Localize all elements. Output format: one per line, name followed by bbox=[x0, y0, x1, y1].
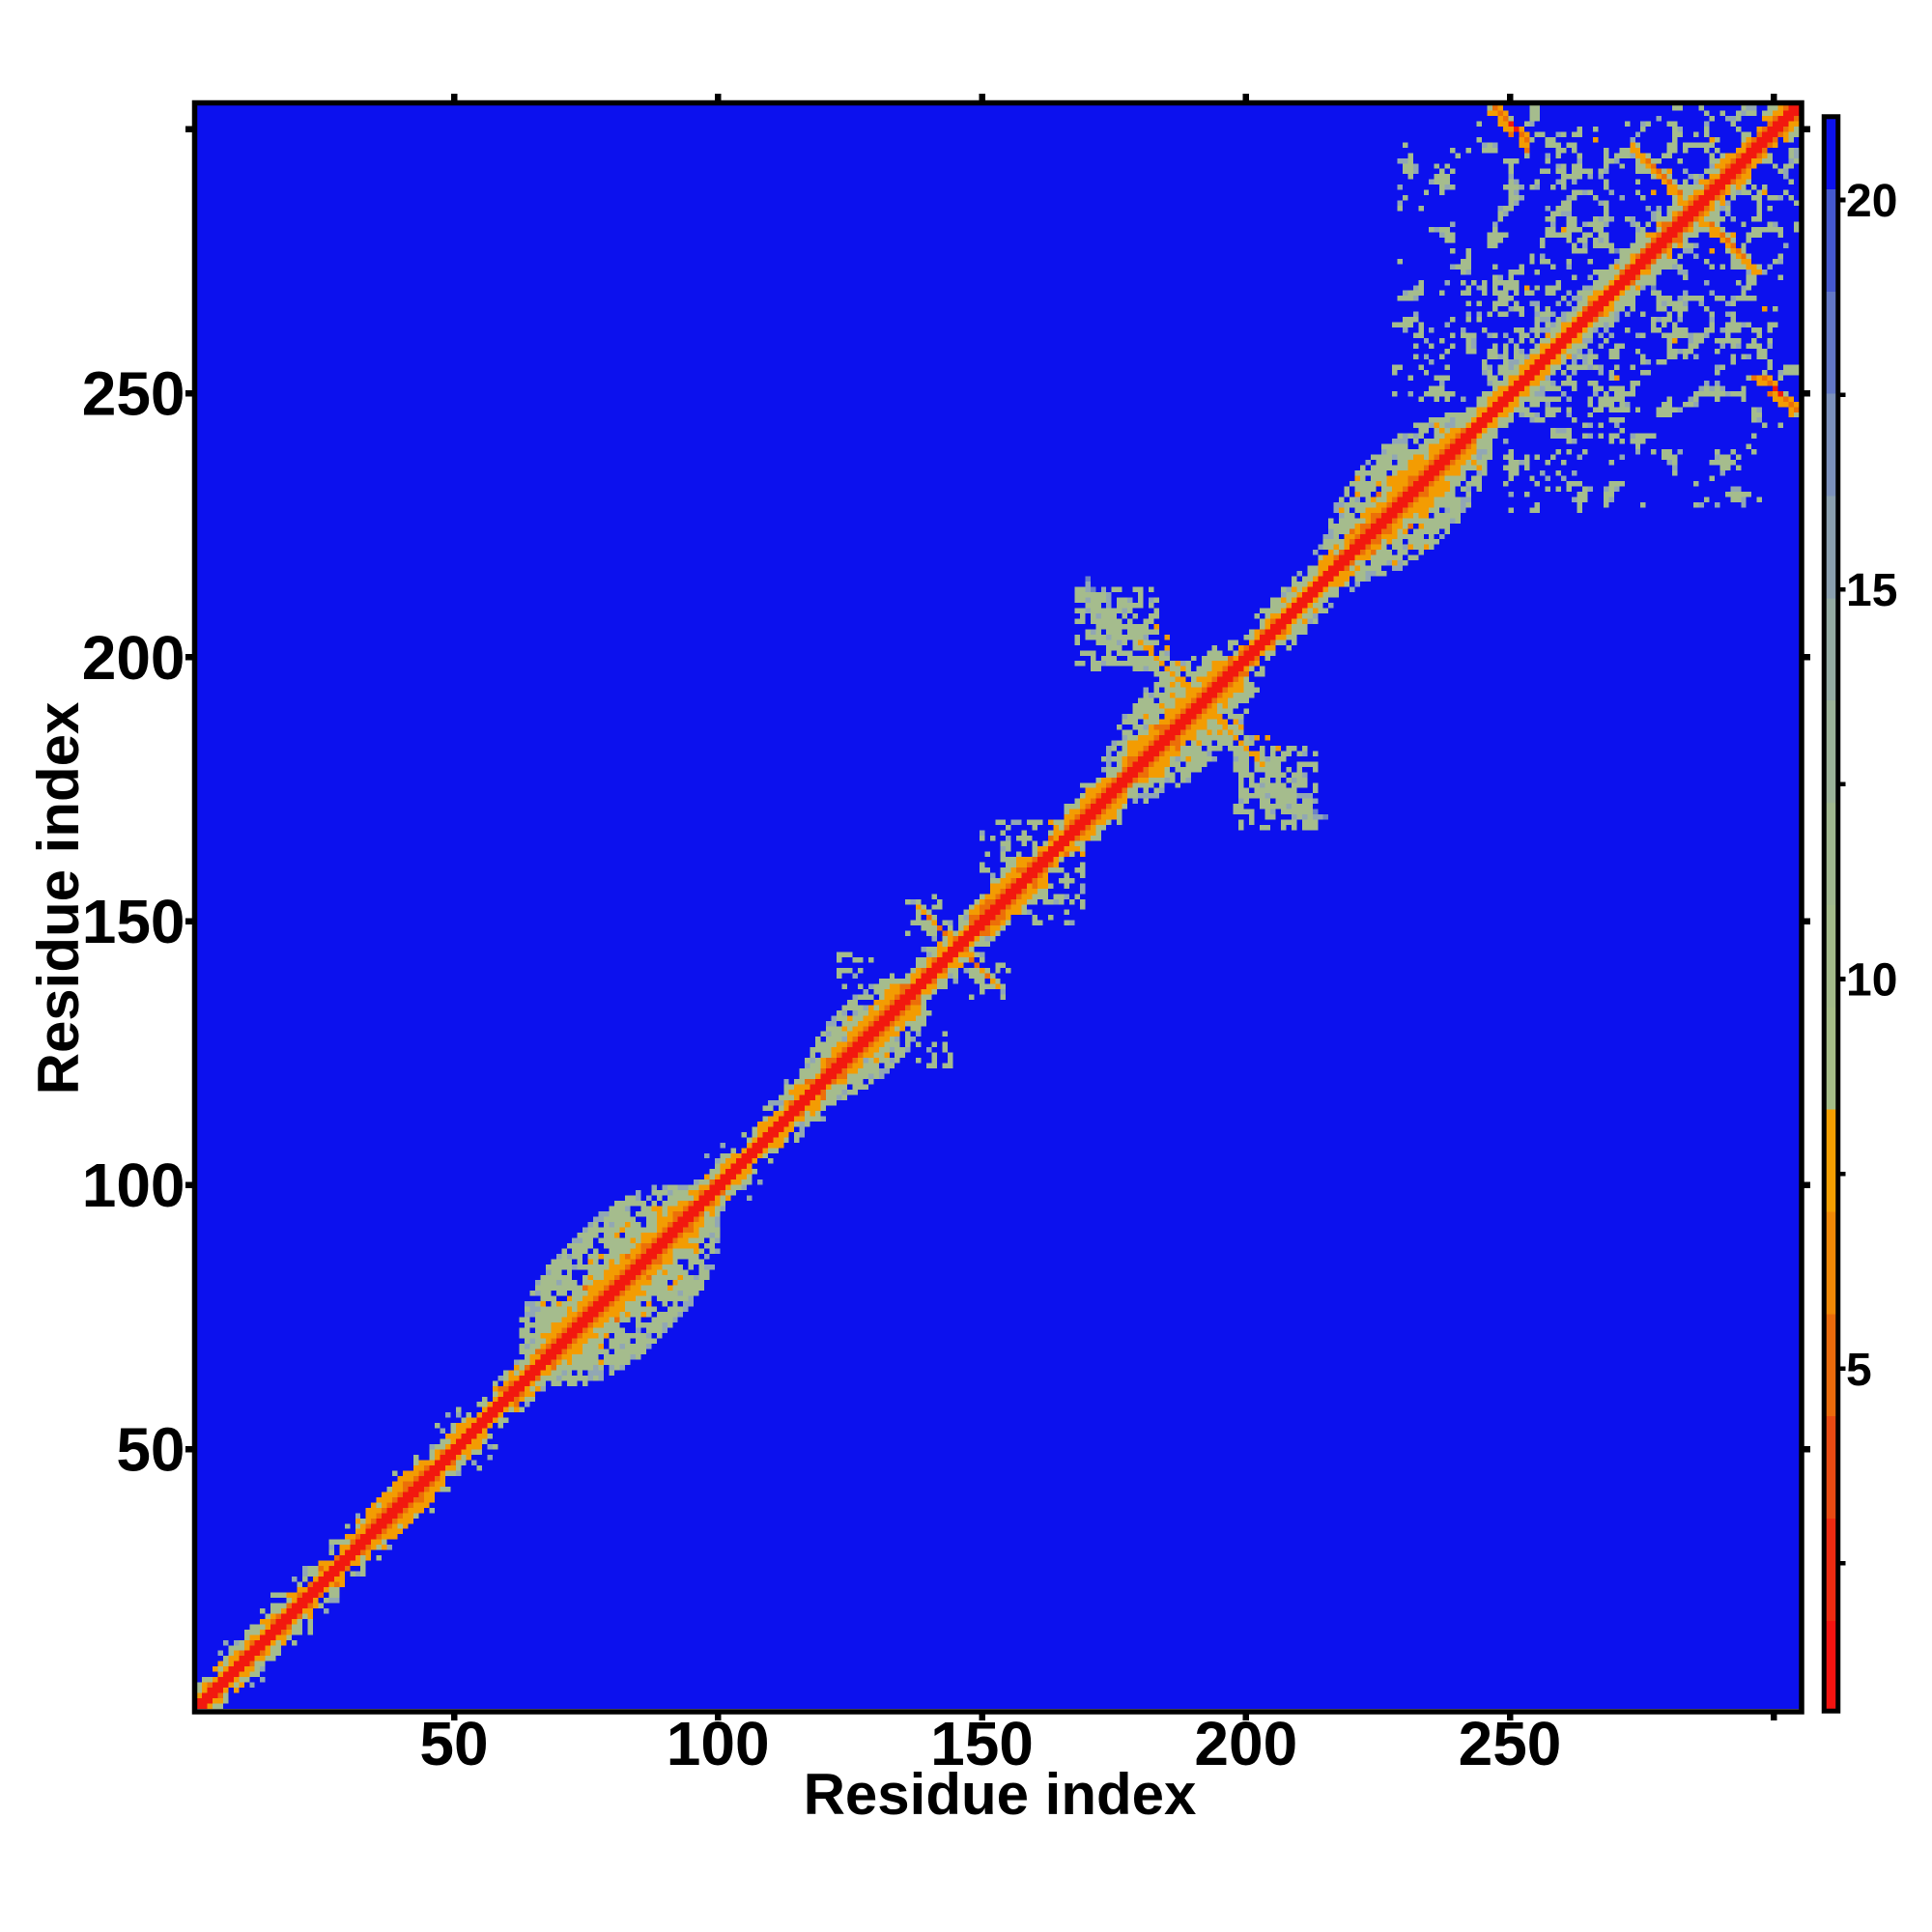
svg-text:150: 150 bbox=[930, 1709, 1034, 1778]
svg-text:Residue index: Residue index bbox=[804, 1762, 1197, 1827]
svg-text:100: 100 bbox=[667, 1709, 770, 1778]
svg-text:20: 20 bbox=[1846, 176, 1897, 227]
svg-text:100: 100 bbox=[82, 1151, 185, 1220]
svg-text:150: 150 bbox=[82, 887, 185, 956]
svg-text:10: 10 bbox=[1846, 955, 1897, 1007]
svg-text:Residue index: Residue index bbox=[26, 702, 91, 1095]
svg-text:250: 250 bbox=[82, 359, 185, 429]
svg-text:15: 15 bbox=[1846, 565, 1897, 616]
svg-text:5: 5 bbox=[1846, 1345, 1872, 1396]
svg-text:200: 200 bbox=[82, 623, 185, 693]
svg-text:200: 200 bbox=[1194, 1709, 1297, 1778]
svg-text:250: 250 bbox=[1459, 1709, 1562, 1778]
svg-text:50: 50 bbox=[116, 1415, 185, 1485]
svg-text:50: 50 bbox=[419, 1709, 488, 1778]
